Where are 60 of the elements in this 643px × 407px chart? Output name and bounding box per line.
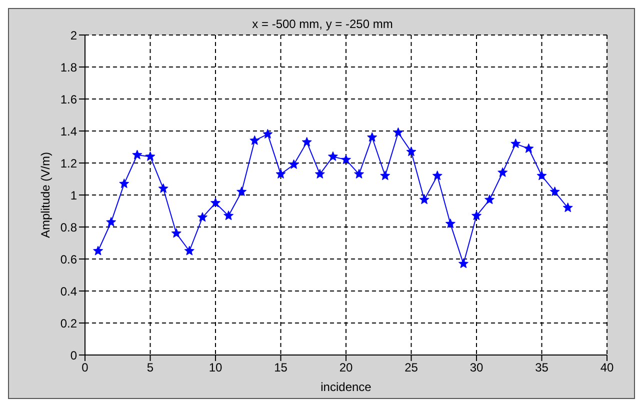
point <box>224 210 234 220</box>
point <box>354 168 364 178</box>
point <box>119 178 130 188</box>
y-tick-label: 0 <box>70 348 78 362</box>
point <box>432 170 442 180</box>
x-axis-title: incidence <box>320 380 372 394</box>
point <box>328 151 338 161</box>
x-tick-label: 40 <box>600 360 614 375</box>
point <box>171 228 182 238</box>
y-axis-title: Amplitude (V/m) <box>38 152 52 238</box>
y-tick-label: 0.2 <box>60 316 78 330</box>
point <box>314 168 325 178</box>
point <box>276 168 286 178</box>
point <box>132 150 142 160</box>
point <box>340 154 352 164</box>
y-tick-label: 1 <box>70 188 78 202</box>
point <box>106 216 116 226</box>
point <box>302 136 312 146</box>
point <box>510 138 521 148</box>
point <box>419 194 430 204</box>
point <box>197 212 208 222</box>
y-tick-label: 2 <box>70 28 78 42</box>
point <box>93 246 104 256</box>
point <box>184 246 194 256</box>
x-tick-label: 25 <box>404 360 418 375</box>
point <box>288 159 299 169</box>
point <box>445 218 456 228</box>
point <box>458 258 468 268</box>
x-tick-label: 5 <box>146 360 154 375</box>
y-tick-label: 1.6 <box>60 92 78 106</box>
point <box>550 186 560 196</box>
point <box>380 170 390 180</box>
x-tick-label: 15 <box>274 360 288 375</box>
point <box>562 202 573 212</box>
y-tick-label: 1.2 <box>60 156 78 170</box>
point <box>524 143 534 153</box>
point <box>250 135 260 145</box>
point <box>536 170 547 180</box>
x-tick-label: 0 <box>82 360 89 375</box>
point <box>484 194 495 204</box>
point <box>393 127 404 137</box>
point <box>210 198 221 208</box>
y-tick-label: 0.8 <box>60 220 78 234</box>
point <box>145 151 156 161</box>
x-tick-label: 20 <box>339 360 353 375</box>
x-tick-label: 35 <box>535 360 549 375</box>
point <box>367 132 378 142</box>
point <box>262 128 273 138</box>
point <box>498 167 508 177</box>
x-tick-label: 30 <box>470 360 484 375</box>
point <box>471 210 482 220</box>
point <box>236 186 247 196</box>
y-tick-label: 1.4 <box>60 124 78 138</box>
y-tick-label: 0.4 <box>60 284 78 298</box>
y-tick-label: 0.6 <box>60 252 78 266</box>
x-tick-label: 10 <box>208 360 222 375</box>
y-tick-label: 1.8 <box>60 60 78 74</box>
point <box>406 146 416 156</box>
chart-title: x = -500 mm, y = -250 mm <box>252 17 393 31</box>
point <box>158 183 168 193</box>
